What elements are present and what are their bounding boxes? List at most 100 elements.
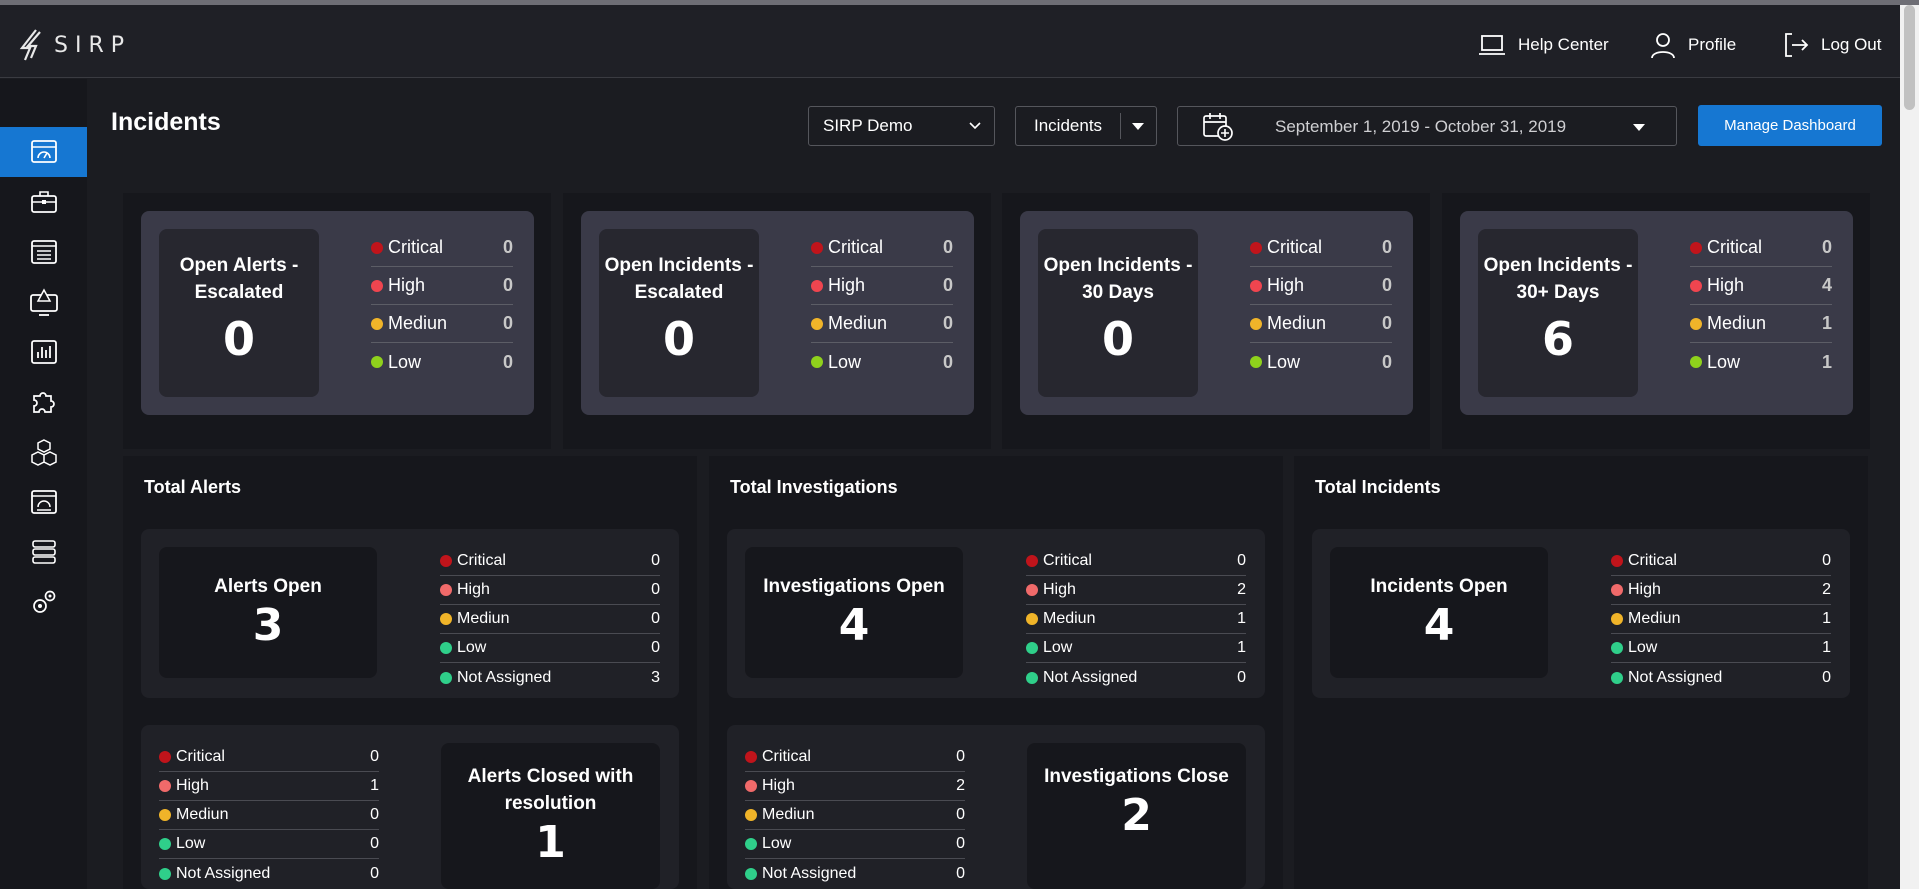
summary-panel-4: Open Incidents - 30+ Days 6 Critical 0 Hi… [1442,193,1870,449]
date-range-picker[interactable]: September 1, 2019 - October 31, 2019 [1177,106,1677,146]
logout-link[interactable]: Log Out [1783,27,1882,63]
severity-row-medium: Mediun 1 [1611,605,1831,634]
summary-panel-2: Open Incidents - Escalated 0 Critical 0 H… [563,193,991,449]
severity-list: Critical 0 High 2 Mediun 0 Low 0 Not Assigne… [745,743,965,888]
critical-dot [811,241,823,254]
investigations-open-box[interactable]: Investigations Open 4 [745,547,963,678]
low-dot [1611,642,1623,654]
logo-text: SIRP [54,32,132,58]
profile-link[interactable]: Profile [1650,27,1736,63]
investigations-open-title: Investigations Open [763,576,945,597]
severity-row-medium: Mediun 1 [1690,305,1832,343]
severity-row-critical: Critical 0 [811,229,953,267]
severity-list: Critical 0 High 2 Mediun 1 Low 1 Not Assigne… [1026,547,1246,692]
severity-value: 0 [370,748,379,765]
severity-value: 0 [651,610,660,627]
severity-row-low: Low 1 [1026,634,1246,663]
not-assigned-dot [159,867,171,880]
investigations-closed-card: Critical 0 High 2 Mediun 0 Low 0 Not Assigne… [727,725,1265,889]
top-bar: SIRP Help Center Profile Log Out [0,5,1900,78]
severity-label: Critical [388,237,444,257]
severity-label: High [828,275,866,295]
date-range-value: September 1, 2019 - October 31, 2019 [1275,117,1567,136]
severity-value: 0 [942,313,953,333]
severity-list: Critical 0 High 4 Mediun 1 Low 1 [1690,229,1832,381]
severity-label: Not Assigned [762,864,857,882]
severity-label: High [1043,581,1076,598]
low-dot [440,642,452,654]
gears-icon [32,590,55,613]
profile-label: Profile [1688,35,1737,54]
database-icon [31,540,56,564]
critical-dot [1026,555,1038,567]
severity-value: 0 [370,835,379,852]
summary-box: Open Incidents - 30+ Days 6 [1478,229,1638,397]
severity-label: Critical [1267,237,1323,257]
help-center-link[interactable]: Help Center [1478,27,1609,63]
severity-row-high: High 0 [1250,267,1392,305]
type-select[interactable]: Incidents [1015,106,1157,146]
scrollbar-thumb[interactable] [1904,5,1915,110]
sidebar-item-settings[interactable] [0,577,87,627]
medium-dot [811,317,823,330]
severity-list: Critical 0 High 0 Mediun 0 Low 0 [1250,229,1392,381]
sidebar-item-panels[interactable] [0,477,87,527]
investigations-open-value: 4 [838,600,870,651]
org-select[interactable]: SIRP Demo [808,106,995,146]
severity-value: 0 [1822,668,1831,686]
severity-value: 1 [370,777,379,794]
low-dot [811,356,823,368]
alerts-closed-box[interactable]: Alerts Closed with resolution 1 [441,743,660,889]
severity-label: Mediun [1043,610,1096,627]
alerts-closed-title-line2: resolution [504,793,597,814]
severity-row-critical: Critical 0 [1250,229,1392,267]
severity-value: 0 [942,351,953,372]
sidebar-item-list[interactable] [0,227,87,277]
severity-value: 0 [502,275,513,295]
severity-value: 0 [502,237,513,257]
not-assigned-dot [440,671,452,684]
high-dot [440,584,452,596]
summary-panel-1: Open Alerts - Escalated 0 Critical 0 High… [123,193,551,449]
severity-value: 0 [502,313,513,333]
page-scrollbar[interactable] [1900,5,1919,889]
severity-value: 0 [942,275,953,295]
critical-dot [371,241,383,254]
severity-label: Mediun [1267,313,1327,333]
severity-row-critical: Critical 0 [159,743,379,772]
high-dot [1690,279,1702,292]
severity-row-medium: Mediun 0 [371,305,513,343]
severity-label: High [457,581,490,598]
sidebar-item-alerts[interactable] [0,277,87,327]
severity-value: 3 [651,668,660,686]
severity-row-critical: Critical 0 [371,229,513,267]
severity-label: Mediun [762,806,815,823]
alerts-closed-value: 1 [535,817,566,868]
investigations-closed-box[interactable]: Investigations Close 2 [1027,743,1246,889]
sidebar-item-data[interactable] [0,527,87,577]
sidebar-item-reports[interactable] [0,327,87,377]
severity-value: 0 [1237,552,1246,569]
low-dot [371,356,383,368]
summary-value: 0 [222,312,255,366]
sidebar-item-integrations[interactable] [0,377,87,427]
summary-title-line2: Escalated [194,282,284,303]
severity-value: 1 [1237,610,1246,627]
severity-label: Critical [176,748,225,765]
investigations-closed-title: Investigations Close [1044,766,1229,787]
sidebar-item-dashboard[interactable] [0,127,87,177]
severity-row-medium: Mediun 0 [745,801,965,830]
high-dot [1250,279,1262,292]
logo[interactable]: SIRP [18,27,131,63]
summary-title-line2: 30+ Days [1516,282,1600,303]
user-icon [1651,33,1675,59]
sidebar-item-assets[interactable] [0,427,87,477]
investigations-open-card: Investigations Open 4 Critical 0 High 2 Me… [727,529,1265,698]
cubes-icon [30,439,57,466]
alerts-open-box[interactable]: Alerts Open 3 [159,547,377,678]
summary-title-line2: Escalated [634,282,724,303]
summary-title-line2: 30 Days [1082,282,1154,303]
manage-dashboard-button[interactable]: Manage Dashboard [1698,105,1882,146]
incidents-open-box[interactable]: Incidents Open 4 [1330,547,1548,678]
sidebar-item-cases[interactable] [0,177,87,227]
